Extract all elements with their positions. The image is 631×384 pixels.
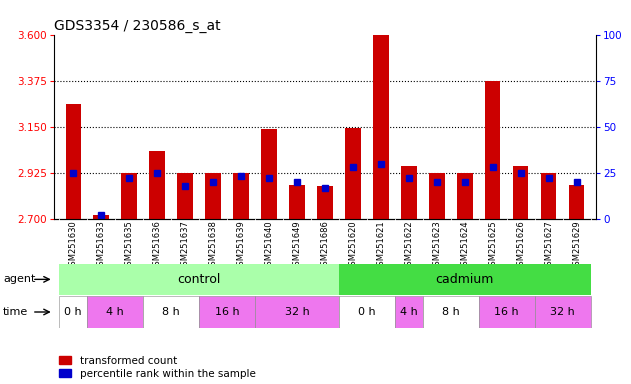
Text: GSM251629: GSM251629	[572, 220, 581, 271]
Text: 32 h: 32 h	[550, 307, 575, 317]
Bar	[66, 104, 81, 219]
Bar	[255, 296, 339, 328]
Text: GSM251625: GSM251625	[488, 220, 497, 271]
Text: 8 h: 8 h	[442, 307, 460, 317]
Text: 16 h: 16 h	[215, 307, 239, 317]
Bar	[289, 185, 305, 219]
Bar	[345, 128, 361, 219]
Bar	[485, 81, 500, 219]
Text: 4 h: 4 h	[106, 307, 124, 317]
Text: GSM251622: GSM251622	[404, 220, 413, 271]
Text: GSM251686: GSM251686	[321, 220, 329, 271]
Text: GSM251630: GSM251630	[69, 220, 78, 271]
Text: GSM251633: GSM251633	[97, 220, 105, 271]
Bar	[199, 296, 255, 328]
Text: GSM251624: GSM251624	[461, 220, 469, 271]
Bar	[150, 151, 165, 219]
Text: GDS3354 / 230586_s_at: GDS3354 / 230586_s_at	[54, 19, 220, 33]
Bar	[457, 173, 473, 219]
Bar	[177, 173, 193, 219]
Text: 8 h: 8 h	[162, 307, 180, 317]
Text: 0 h: 0 h	[64, 307, 82, 317]
Bar	[479, 296, 534, 328]
Bar	[205, 173, 221, 219]
Bar	[339, 296, 395, 328]
Bar	[423, 296, 479, 328]
Bar	[59, 264, 339, 295]
Bar	[87, 296, 143, 328]
Text: agent: agent	[3, 274, 35, 285]
Text: GSM251620: GSM251620	[348, 220, 357, 271]
Bar	[429, 173, 445, 219]
Text: time: time	[3, 307, 28, 317]
Bar	[143, 296, 199, 328]
Text: GSM251627: GSM251627	[545, 220, 553, 271]
Text: GSM251635: GSM251635	[125, 220, 134, 271]
Bar	[569, 185, 584, 219]
Text: GSM251626: GSM251626	[516, 220, 525, 271]
Text: GSM251640: GSM251640	[264, 220, 273, 271]
Text: 32 h: 32 h	[285, 307, 309, 317]
Text: control: control	[177, 273, 221, 286]
Bar	[339, 264, 591, 295]
Text: GSM251639: GSM251639	[237, 220, 245, 271]
Text: cadmium: cadmium	[435, 273, 494, 286]
Text: GSM251649: GSM251649	[293, 220, 302, 271]
Text: 16 h: 16 h	[495, 307, 519, 317]
Text: GSM251621: GSM251621	[377, 220, 386, 271]
Text: GSM251636: GSM251636	[153, 220, 162, 271]
Bar	[261, 129, 277, 219]
Bar	[373, 35, 389, 219]
Text: GSM251638: GSM251638	[209, 220, 218, 271]
Text: 4 h: 4 h	[400, 307, 418, 317]
Text: 0 h: 0 h	[358, 307, 375, 317]
Bar	[317, 186, 333, 219]
Bar	[541, 173, 557, 219]
Bar	[121, 173, 137, 219]
Bar	[233, 173, 249, 219]
Bar	[59, 296, 87, 328]
Bar	[401, 166, 416, 219]
Text: GSM251623: GSM251623	[432, 220, 441, 271]
Text: GSM251637: GSM251637	[180, 220, 189, 271]
Bar	[93, 215, 109, 219]
Bar	[534, 296, 591, 328]
Bar	[513, 166, 529, 219]
Legend: transformed count, percentile rank within the sample: transformed count, percentile rank withi…	[59, 356, 256, 379]
Bar	[395, 296, 423, 328]
